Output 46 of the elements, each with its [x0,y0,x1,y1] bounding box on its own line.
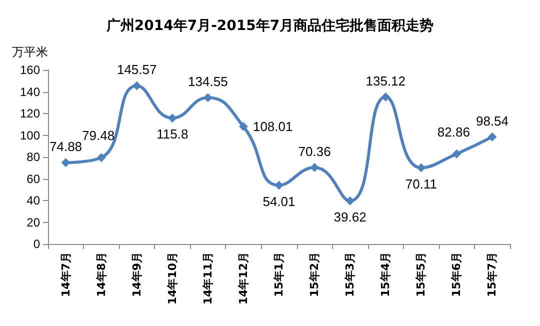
point [488,132,497,142]
data-label: 98.54 [476,113,509,128]
x-tick-label: 15年3月 [344,252,357,297]
y-tick-label: 80 [26,150,40,164]
x-tick-label: 15年6月 [450,252,464,297]
data-label: 135.12 [366,74,406,89]
x-tick-label: 15年5月 [414,252,428,297]
x-tick-label: 15年2月 [308,252,322,297]
data-label: 82.86 [437,124,470,140]
x-tick-label: 14年9月 [130,252,144,297]
data-label: 39.62 [334,209,366,224]
data-label: 70.36 [298,144,331,159]
x-tick-label: 14年12月 [236,252,250,305]
y-tick-label: 100 [20,128,40,142]
point [168,114,177,123]
y-axis-title: 万平米 [12,45,48,59]
y-tick-label: 160 [20,63,40,77]
data-label: 134.55 [188,74,228,90]
point [238,122,248,132]
data-label: 79.48 [82,128,115,144]
point [452,149,462,158]
y-tick-label: 20 [26,215,40,230]
x-tick-label: 15年4月 [379,252,392,297]
y-tick-label: 40 [26,194,40,208]
y-tick-label: 120 [20,106,40,120]
data-label: 74.88 [49,139,82,154]
data-label: 70.11 [405,176,437,192]
chart-title: 广州2014年7月-2015年7月商品住宅批售面积走势 [105,17,434,34]
x-tick-label: 15年1月 [272,252,286,297]
y-tick-label: 0 [33,237,40,251]
y-tick-label: 60 [26,172,40,186]
data-label: 145.57 [116,62,157,78]
x-tick-label: 14年7月 [59,252,72,297]
point [274,180,284,190]
y-tick-label: 140 [20,84,40,99]
point [346,196,355,206]
x-tick-label: 14年11月 [201,252,214,305]
x-tick-label: 15年7月 [486,252,499,297]
x-tick-label: 14年8月 [94,252,108,297]
point [381,92,390,102]
x-tick-label: 14年10月 [166,252,179,305]
data-label: 108.01 [252,119,293,134]
point [96,153,106,162]
data-label: 115.8 [156,126,188,142]
point [132,81,142,90]
data-label: 54.01 [262,194,296,209]
